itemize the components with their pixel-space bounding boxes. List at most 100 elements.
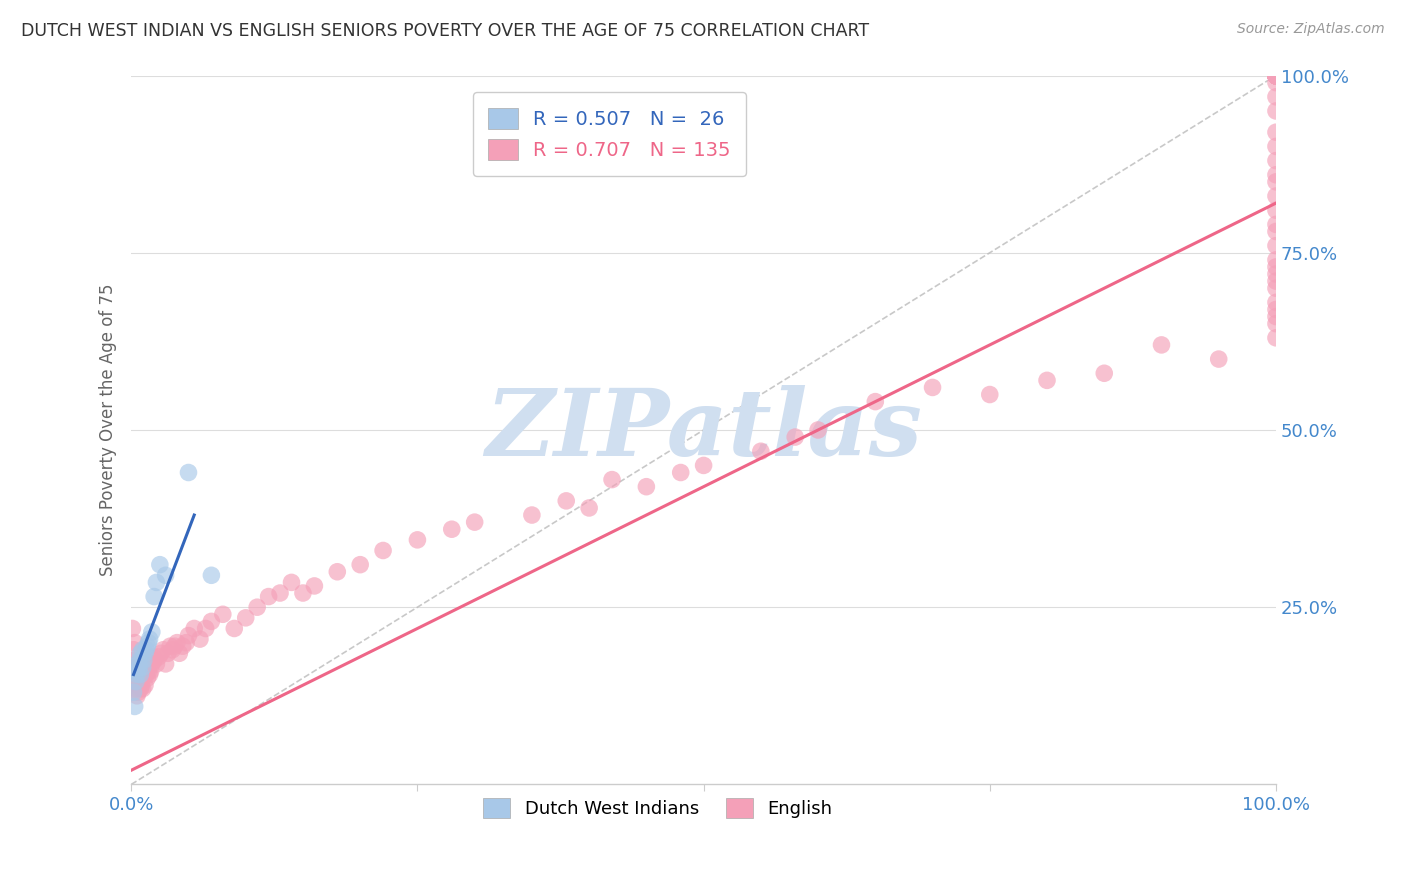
Point [1265, 69, 1288, 83]
Point [1265, 203, 1288, 218]
Point [1265, 69, 1288, 83]
Point [141, 625, 163, 640]
Point [1265, 281, 1288, 295]
Point [291, 586, 314, 600]
Point [1265, 69, 1288, 83]
Point [138, 667, 160, 681]
Point [145, 657, 167, 671]
Point [127, 685, 149, 699]
Point [1265, 69, 1288, 83]
Point [141, 657, 163, 671]
Point [188, 632, 211, 646]
Point [143, 590, 166, 604]
Point [1265, 238, 1288, 252]
Point [1265, 153, 1288, 168]
Point [785, 430, 807, 444]
Point [149, 558, 172, 572]
Point [174, 635, 197, 649]
Point [1265, 69, 1288, 83]
Point [163, 639, 186, 653]
Point [1265, 302, 1288, 317]
Point [125, 664, 148, 678]
Point [1265, 69, 1288, 83]
Point [200, 615, 222, 629]
Point [138, 664, 160, 678]
Point [304, 579, 326, 593]
Point [224, 622, 246, 636]
Point [807, 423, 830, 437]
Point [1265, 69, 1288, 83]
Point [1265, 168, 1288, 182]
Point [749, 444, 772, 458]
Point [169, 646, 191, 660]
Point [1265, 317, 1288, 331]
Point [865, 394, 887, 409]
Point [159, 639, 181, 653]
Point [162, 642, 184, 657]
Point [139, 664, 162, 678]
Point [131, 642, 153, 657]
Point [1265, 69, 1288, 83]
Text: ZIPatlas: ZIPatlas [485, 385, 922, 475]
Point [669, 466, 692, 480]
Point [1265, 69, 1288, 83]
Point [520, 508, 543, 522]
Point [979, 387, 1001, 401]
Point [1208, 352, 1230, 367]
Point [135, 667, 157, 681]
Point [155, 568, 177, 582]
Point [921, 380, 943, 394]
Point [125, 689, 148, 703]
Point [1036, 373, 1059, 387]
Point [1092, 366, 1115, 380]
Point [122, 642, 145, 657]
Point [1265, 225, 1288, 239]
Point [326, 565, 349, 579]
Point [166, 635, 188, 649]
Point [1265, 69, 1288, 83]
Point [1265, 267, 1288, 281]
Point [1265, 69, 1288, 83]
Point [1265, 69, 1288, 83]
Point [1265, 69, 1288, 83]
Point [1265, 69, 1288, 83]
Point [1150, 338, 1173, 352]
Point [132, 653, 155, 667]
Text: Source: ZipAtlas.com: Source: ZipAtlas.com [1237, 22, 1385, 37]
Point [1265, 69, 1288, 83]
Point [1265, 69, 1288, 83]
Point [200, 568, 222, 582]
Point [136, 639, 159, 653]
Point [125, 681, 148, 696]
Point [269, 586, 291, 600]
Point [125, 674, 148, 689]
Point [1265, 69, 1288, 83]
Point [1265, 252, 1288, 267]
Point [183, 622, 205, 636]
Point [156, 646, 179, 660]
Point [131, 653, 153, 667]
Point [1265, 90, 1288, 104]
Point [129, 667, 152, 681]
Point [1265, 331, 1288, 345]
Point [124, 635, 146, 649]
Point [1265, 69, 1288, 83]
Point [128, 678, 150, 692]
Point [135, 642, 157, 657]
Point [138, 632, 160, 646]
Point [121, 622, 143, 636]
Point [131, 678, 153, 692]
Point [128, 653, 150, 667]
Point [1265, 295, 1288, 310]
Point [128, 660, 150, 674]
Point [131, 681, 153, 696]
Point [127, 667, 149, 681]
Point [1265, 69, 1288, 83]
Point [235, 611, 257, 625]
Point [125, 660, 148, 674]
Point [177, 466, 200, 480]
Legend: Dutch West Indians, English: Dutch West Indians, English [475, 790, 839, 825]
Point [1265, 69, 1288, 83]
Point [127, 657, 149, 671]
Point [1265, 125, 1288, 139]
